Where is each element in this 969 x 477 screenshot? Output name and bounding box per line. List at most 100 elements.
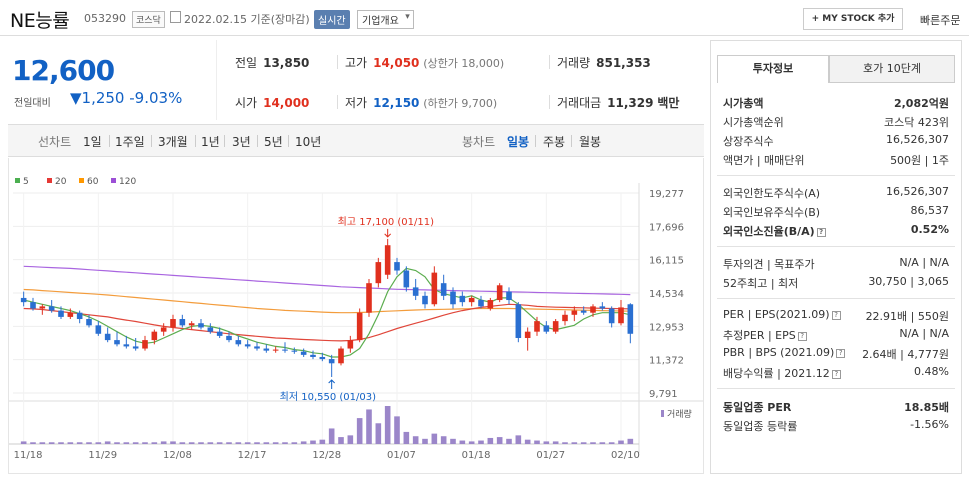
volume-bar [254,442,260,444]
help-icon[interactable]: ? [797,331,807,341]
investment-info-panel: 투자정보 호가 10단계 시가총액 2,082억원 시가총액순위 코스닥 423위 … [710,40,962,474]
ma5-line [23,267,631,358]
help-icon[interactable]: ? [831,310,841,320]
volume-bar [319,439,326,444]
change-amount: ▼1,250 [70,89,125,107]
opinion-row: 투자의견 | 목표주가 N/A | N/A [723,256,949,272]
volume-bar [412,436,419,444]
volume-bar [627,438,634,444]
volume-bar [599,442,606,444]
volume-bar [524,439,531,444]
candle-body [506,291,512,301]
realtime-button[interactable]: 실시간 [314,10,350,29]
x-tick-label: 01/27 [536,450,565,461]
candle-body [30,302,36,309]
legend-label: 60 [87,177,99,187]
volume-bar [515,435,522,444]
prev-value: 13,850 [263,56,310,70]
candle-body [608,308,615,324]
market-cap-value: 2,082억원 [893,97,949,110]
quick-order-button[interactable]: 빠른주문 [920,14,961,27]
tab-3year[interactable]: 3년 [232,135,251,149]
base-date: 2022.02.15 기준(장마감) [184,13,310,26]
volume-bar [468,441,475,444]
candle-body [515,304,522,338]
tab-investment-info[interactable]: 투자정보 [717,55,829,83]
candle-body [618,307,624,324]
current-price: 12,600 [12,54,115,87]
help-icon[interactable]: ? [816,227,826,237]
candle-body [384,245,391,275]
candle-body [403,270,410,288]
candle-body [272,349,279,351]
help-icon[interactable]: ? [831,369,841,379]
tab-monthly[interactable]: 월봉 [579,135,602,149]
change-percent: -9.03% [129,89,183,107]
candle-body [543,325,550,332]
change-value: ▼1,250 -9.03% [70,89,182,107]
volume-bar [543,441,550,444]
foreign-ratio-value: 0.52% [910,223,949,236]
market-cap-label: 시가총액 [723,97,764,110]
open-price: 시가 14,000 [235,94,309,111]
est-per-label: 추정PER | EPS? [723,327,807,343]
volume-bar [132,442,139,444]
x-tick-label: 01/07 [387,450,416,461]
tab-1day[interactable]: 1일 [83,135,102,149]
volume-bar [188,442,195,444]
add-mystock-button[interactable]: + MY STOCK 추가 [803,8,903,30]
tab-5year[interactable]: 5년 [264,135,283,149]
foreign-ratio-text: 외국인소진율(B/A) [723,225,815,238]
tab-1year[interactable]: 1년 [201,135,220,149]
candle-body [67,312,74,317]
market-badge: 코스닥 [132,11,165,28]
x-tick-label: 12/08 [163,450,192,461]
foreign-limit-label: 외국인한도주식수(A) [723,187,821,200]
low-annotation: 최저 10,550 (01/03) [280,391,376,403]
sector-per-row: 동일업종 PER 18.85배 [723,399,949,415]
help-icon[interactable]: ? [836,348,846,358]
candle-body [263,348,270,351]
candle-body [394,262,400,271]
par-row: 액면가 | 매매단위 500원 | 1주 [723,152,949,168]
tab-line-chart[interactable]: 선차트 [38,135,72,149]
tab-candle-chart[interactable]: 봉차트 [462,135,496,149]
tab-3month[interactable]: 3개월 [158,135,188,149]
volume-bar [440,436,447,444]
candle-body [58,310,64,317]
sector-per-value: 18.85배 [904,401,949,414]
dividend-text: 배당수익률 | 2021.12 [723,367,830,380]
candle-body [244,344,251,347]
candle-body [468,297,475,303]
opinion-label: 투자의견 | 목표주가 [723,258,815,271]
par-label: 액면가 | 매매단위 [723,154,805,167]
tab-weekly[interactable]: 주봉 [543,135,566,149]
low-arrow [328,379,336,389]
candle-body [496,285,503,301]
candle-body [478,300,484,307]
tab-orderbook[interactable]: 호가 10단계 [829,55,955,83]
candle-body [170,319,176,328]
tab-daily[interactable]: 일봉 [507,135,530,149]
candle-body [459,295,466,303]
candle-body [20,297,27,303]
volume-bar [272,442,279,444]
volume-bar [30,442,36,444]
candle-body [440,283,447,296]
volume-bar [198,442,204,444]
volume-bar [170,441,176,444]
volume-bar [562,442,568,444]
tab-1week[interactable]: 1주일 [115,135,145,149]
dividend-row: 배당수익률 | 2021.12? 0.48% [723,365,949,381]
volume-bar [571,442,578,444]
chart-period-tabs: 선차트 1일 1주일 3개월 1년 3년 5년 10년 봉차트 일봉 주봉 월봉 [8,124,704,157]
candle-body [356,312,363,341]
foreign-hold-label: 외국인보유주식수(B) [723,206,821,219]
tab-10year[interactable]: 10년 [295,135,322,149]
legend-swatch [47,178,52,183]
company-overview-dropdown[interactable]: 기업개요 [357,10,414,29]
y-tick-label: 9,791 [649,389,678,400]
candle-body [48,306,55,311]
candle-body [95,325,102,334]
candle-body [160,327,167,332]
